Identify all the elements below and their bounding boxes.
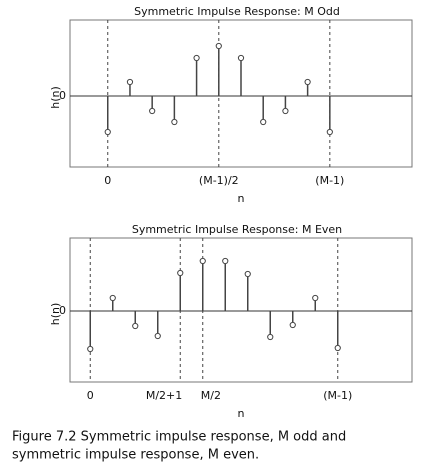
stem-marker (149, 107, 156, 115)
x-tick-label: (M-1) (323, 389, 352, 402)
stem-marker (334, 344, 341, 352)
stem-marker (104, 128, 111, 136)
stem-marker (244, 270, 251, 278)
y-tick-label: 0 (59, 89, 66, 102)
stem-marker (177, 269, 184, 277)
chart-title: Symmetric Impulse Response: M Even (132, 223, 342, 236)
plot-frame (69, 237, 413, 383)
x-tick-label: M/2+1 (146, 389, 182, 402)
stem-marker (215, 42, 222, 50)
y-tick-label: 0 (59, 304, 66, 317)
plot-frame (69, 19, 413, 168)
stem-marker (289, 321, 296, 329)
stem-marker (154, 332, 161, 340)
x-tick-label: M/2 (201, 389, 221, 402)
y-axis-label: h(n) (49, 303, 62, 326)
caption: symmetric impulse response, M even. (12, 448, 259, 463)
stem-marker (87, 345, 94, 353)
x-tick-label: 0 (87, 389, 94, 402)
x-tick-label: 0 (104, 174, 111, 187)
stem-marker (267, 333, 274, 341)
stem-marker (304, 78, 311, 86)
chart-title: Symmetric Impulse Response: M Odd (134, 5, 340, 18)
y-axis-label: h(n) (49, 86, 62, 109)
stem-marker (326, 128, 333, 136)
stem-marker (199, 257, 206, 265)
stem-marker (282, 107, 289, 115)
stem-marker (312, 294, 319, 302)
stem-marker (126, 78, 134, 86)
stem-marker (260, 118, 267, 126)
stem-marker (237, 54, 245, 62)
caption: Figure 7.2 Symmetric impulse response, M… (12, 430, 346, 445)
stem-marker (193, 54, 200, 62)
stem-marker (132, 322, 139, 330)
x-tick-label: (M-1)/2 (199, 174, 239, 187)
x-tick-label: (M-1) (315, 174, 344, 187)
stem-marker (109, 294, 116, 302)
stem-marker (171, 118, 178, 126)
stem-marker (222, 257, 229, 265)
x-axis-label: n (238, 407, 245, 420)
x-axis-label: n (238, 192, 245, 205)
